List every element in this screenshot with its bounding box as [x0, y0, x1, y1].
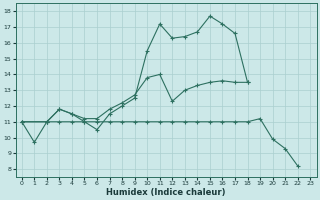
X-axis label: Humidex (Indice chaleur): Humidex (Indice chaleur)	[106, 188, 226, 197]
